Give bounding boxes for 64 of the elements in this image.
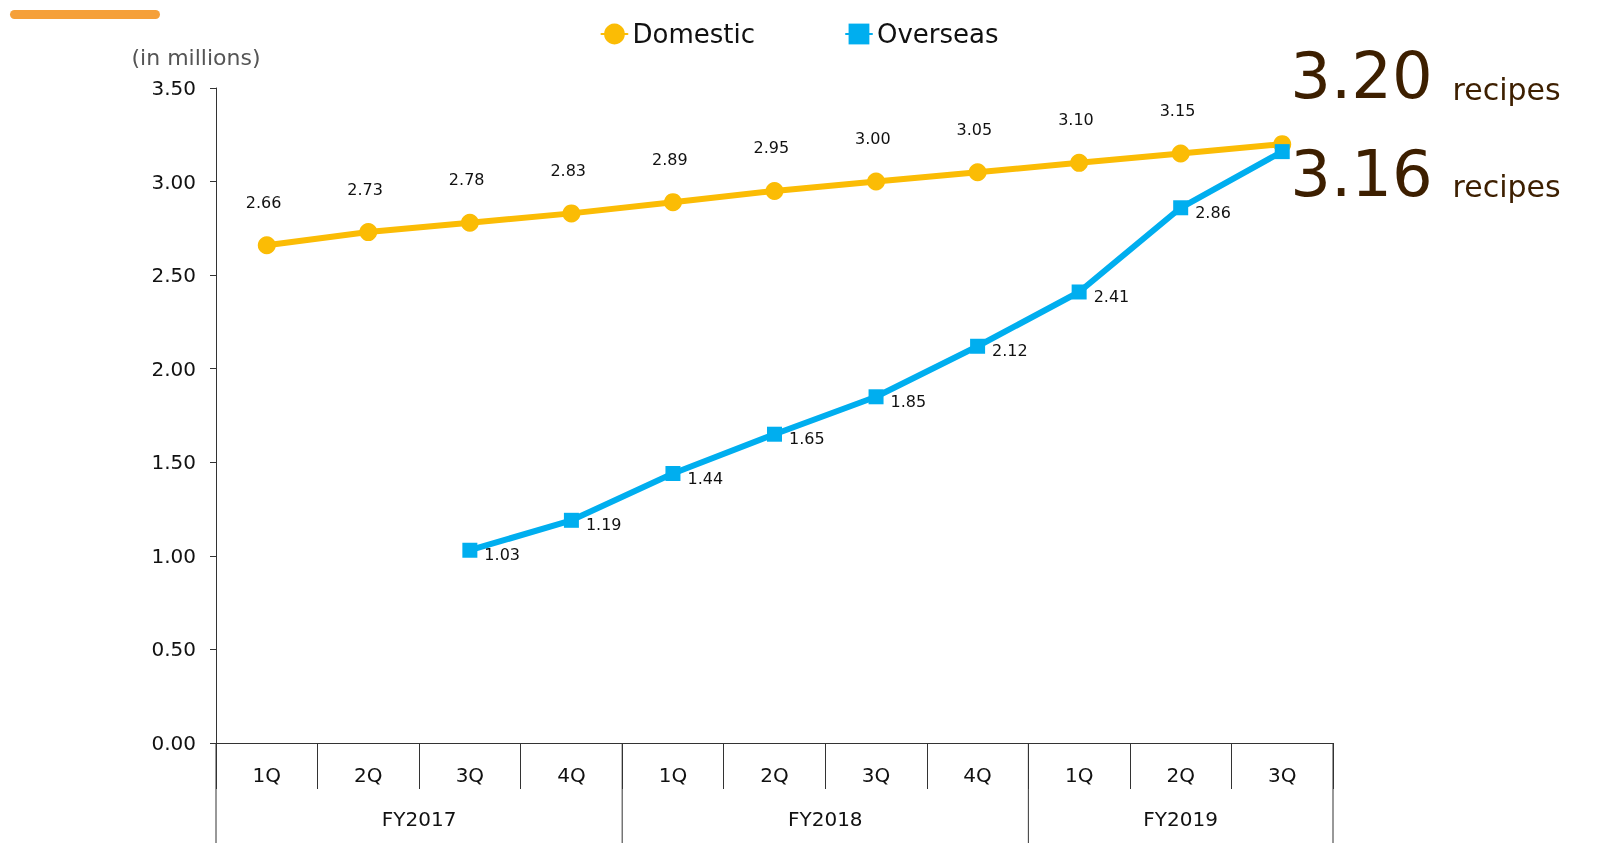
data-label: 1.44: [687, 468, 724, 488]
y-tick-label: 0.00: [151, 731, 196, 755]
point: [867, 172, 886, 191]
point: [968, 163, 987, 182]
x-tick-label: 4Q: [963, 763, 992, 787]
x-tick-label: 1Q: [1064, 763, 1094, 787]
point: [868, 389, 884, 405]
point: [563, 512, 579, 528]
point: [665, 466, 681, 482]
data-label: 2.95: [753, 138, 790, 158]
x-tick-label: 2Q: [354, 763, 383, 787]
point: [1274, 144, 1290, 160]
point: [1171, 144, 1190, 163]
x-tick-label: 3Q: [861, 763, 891, 787]
y-tick-label: 1.50: [151, 450, 196, 475]
point: [1173, 200, 1189, 216]
data-label: 2.41: [1093, 286, 1130, 306]
data-label: 2.66: [245, 192, 282, 212]
legend-label: Domestic: [632, 19, 755, 49]
y-tick-label: 2.00: [151, 356, 196, 381]
y-tick-label: 3.50: [151, 76, 196, 100]
point: [562, 204, 581, 223]
point: [767, 426, 782, 442]
data-label: 2.83: [550, 160, 587, 180]
data-label: 1.85: [890, 391, 927, 411]
annotation: 3.16 recipes: [1290, 136, 1561, 211]
x-tick-label: 2Q: [1166, 763, 1195, 787]
data-label: 1.65: [789, 429, 825, 449]
point: [257, 236, 276, 255]
data-label: 3.15: [1159, 101, 1196, 120]
point: [1070, 153, 1089, 172]
data-label: 2.86: [1195, 202, 1231, 222]
point: [663, 193, 682, 212]
y-axis-title: (in millions): [131, 44, 261, 70]
annotation: 3.20 recipes: [1290, 39, 1561, 114]
data-label: 1.03: [484, 545, 520, 565]
data-label: 2.12: [992, 341, 1028, 361]
x-tick-label: 2Q: [760, 763, 789, 787]
data-label: 1.19: [585, 515, 622, 535]
y-tick-label: 0.50: [151, 637, 196, 662]
point: [359, 223, 378, 242]
point: [462, 542, 478, 558]
y-tick-label: 2.50: [151, 263, 196, 288]
x-tick-label: 4Q: [557, 763, 586, 787]
point: [1071, 284, 1087, 300]
x-tick-label: 3Q: [1267, 763, 1297, 787]
data-label: 3.10: [1058, 110, 1094, 130]
data-label: 2.73: [347, 179, 383, 199]
x-tick-label: 3Q: [455, 763, 485, 787]
text: FY2018: [787, 807, 863, 831]
point: [460, 213, 479, 232]
data-label: 3.00: [855, 129, 891, 149]
data-label: 2.78: [448, 170, 485, 190]
data-label: 2.89: [651, 149, 688, 169]
y-tick-label: 1.00: [151, 543, 196, 568]
point: [765, 181, 784, 200]
point: [970, 338, 986, 354]
x-tick-label: 1Q: [252, 763, 282, 787]
text: FY2017: [381, 807, 457, 831]
legend-label: Overseas: [876, 19, 999, 49]
text: FY2019: [1143, 807, 1218, 831]
data-label: 3.05: [956, 119, 993, 139]
y-tick-label: 3.00: [151, 169, 196, 194]
x-tick-label: 1Q: [658, 763, 688, 787]
